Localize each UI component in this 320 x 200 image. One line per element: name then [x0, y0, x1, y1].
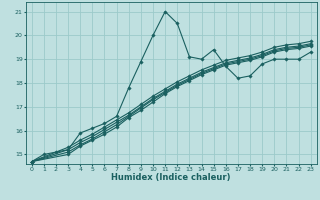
X-axis label: Humidex (Indice chaleur): Humidex (Indice chaleur) — [111, 173, 231, 182]
